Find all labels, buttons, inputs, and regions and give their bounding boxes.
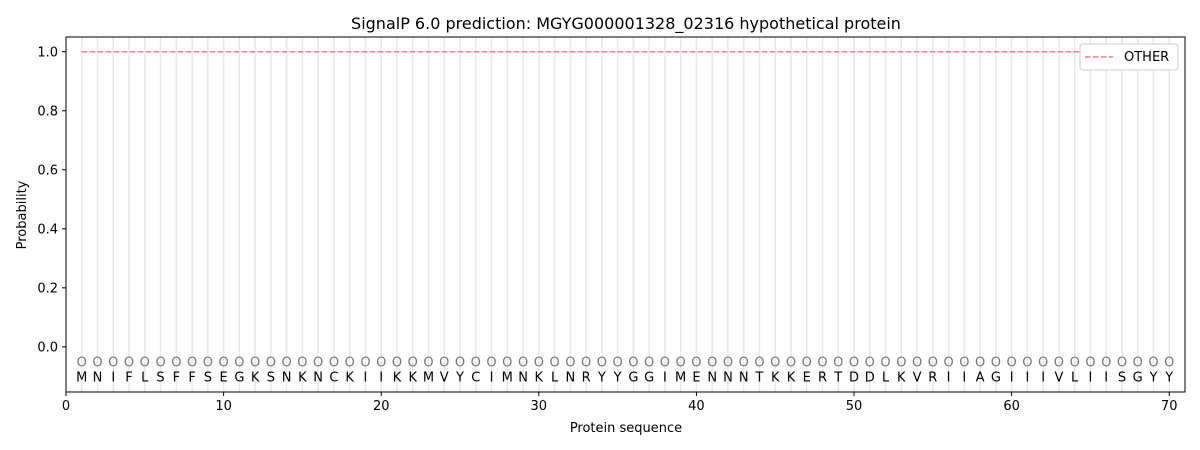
residue-label: D — [865, 370, 875, 385]
residue-label: K — [535, 370, 544, 385]
residue-label: M — [502, 370, 513, 385]
chart-title: SignalP 6.0 prediction: MGYG000001328_02… — [351, 14, 901, 34]
residue-label: E — [219, 370, 227, 385]
residue-label: Y — [597, 370, 606, 385]
residue-label: N — [707, 370, 717, 385]
y-tick-label: 0.0 — [37, 340, 58, 355]
residue-label: V — [1054, 370, 1063, 385]
residue-label: R — [818, 370, 827, 385]
residue-label: T — [754, 370, 763, 385]
residue-label: S — [267, 370, 275, 385]
residue-label: F — [173, 370, 180, 385]
residue-label: L — [551, 370, 559, 385]
residue-label: I — [663, 370, 667, 385]
x-tick-label: 70 — [1161, 399, 1178, 414]
residue-label: I — [379, 370, 383, 385]
residue-label: N — [723, 370, 733, 385]
residue-label: I — [1089, 370, 1093, 385]
residue-label: K — [251, 370, 260, 385]
residue-label: M — [423, 370, 434, 385]
residue-label: I — [490, 370, 494, 385]
x-tick-label: 30 — [531, 399, 548, 414]
residue-label: N — [313, 370, 323, 385]
x-tick-label: 10 — [215, 399, 232, 414]
residue-label: N — [739, 370, 749, 385]
residue-label: I — [1041, 370, 1045, 385]
residue-label: F — [188, 370, 195, 385]
plot-area — [65, 36, 1186, 393]
residue-label: G — [991, 370, 1001, 385]
x-axis-label: Protein sequence — [570, 421, 682, 436]
residue-label: Y — [455, 370, 464, 385]
residue-label: G — [628, 370, 638, 385]
residue-label: L — [141, 370, 149, 385]
residue-label: K — [771, 370, 780, 385]
y-tick-label: 0.8 — [37, 104, 58, 119]
legend-label-other: OTHER — [1124, 50, 1169, 65]
residue-label: I — [1010, 370, 1014, 385]
residue-label: C — [329, 370, 338, 385]
residue-label: I — [111, 370, 115, 385]
residue-label: L — [1071, 370, 1079, 385]
x-tick-label: 60 — [1003, 399, 1020, 414]
residue-label: K — [897, 370, 906, 385]
y-tick-label: 1.0 — [37, 45, 58, 60]
x-tick-label: 20 — [373, 399, 390, 414]
y-tick-label: 0.2 — [37, 281, 58, 296]
residue-label: K — [787, 370, 796, 385]
residue-label: M — [675, 370, 686, 385]
y-tick-label: 0.6 — [37, 163, 58, 178]
residue-label: Y — [613, 370, 622, 385]
residue-label: R — [928, 370, 937, 385]
residue-label: S — [1118, 370, 1126, 385]
residue-label: K — [298, 370, 307, 385]
residue-label: G — [234, 370, 244, 385]
residue-label: K — [345, 370, 354, 385]
residue-label: N — [282, 370, 292, 385]
residue-label: E — [803, 370, 811, 385]
residue-label: S — [156, 370, 164, 385]
residue-label: Y — [1164, 370, 1173, 385]
residue-label: C — [471, 370, 480, 385]
residue-label: I — [364, 370, 368, 385]
residue-label: A — [976, 370, 985, 385]
residue-label: D — [849, 370, 859, 385]
residue-label: I — [947, 370, 951, 385]
residue-label: L — [882, 370, 890, 385]
residue-label: N — [565, 370, 575, 385]
y-tick-label: 0.4 — [37, 222, 58, 237]
residue-label: F — [125, 370, 132, 385]
residue-label: I — [962, 370, 966, 385]
x-tick-label: 50 — [846, 399, 863, 414]
residue-label: N — [93, 370, 103, 385]
predicted-labels: OOOOOOOOOOOOOOOOOOOOOOOOOOOOOOOOOOOOOOOO… — [77, 356, 1175, 371]
residue-label: G — [1133, 370, 1143, 385]
residue-label: Y — [1149, 370, 1158, 385]
residue-label: I — [1025, 370, 1029, 385]
residue-label: N — [518, 370, 528, 385]
residue-label: G — [644, 370, 654, 385]
residue-label: K — [393, 370, 402, 385]
residue-label: E — [692, 370, 700, 385]
residue-label: S — [204, 370, 212, 385]
residue-label: M — [76, 370, 87, 385]
legend: OTHER — [1079, 43, 1179, 71]
x-tick-label: 40 — [688, 399, 705, 414]
residue-label: K — [408, 370, 417, 385]
residue-label: V — [440, 370, 449, 385]
y-axis-label: Probability — [15, 180, 30, 249]
residue-label: R — [582, 370, 591, 385]
x-tick-label: 0 — [62, 399, 70, 414]
residue-label: V — [913, 370, 922, 385]
residue-label: T — [833, 370, 842, 385]
residue-label: I — [1104, 370, 1108, 385]
